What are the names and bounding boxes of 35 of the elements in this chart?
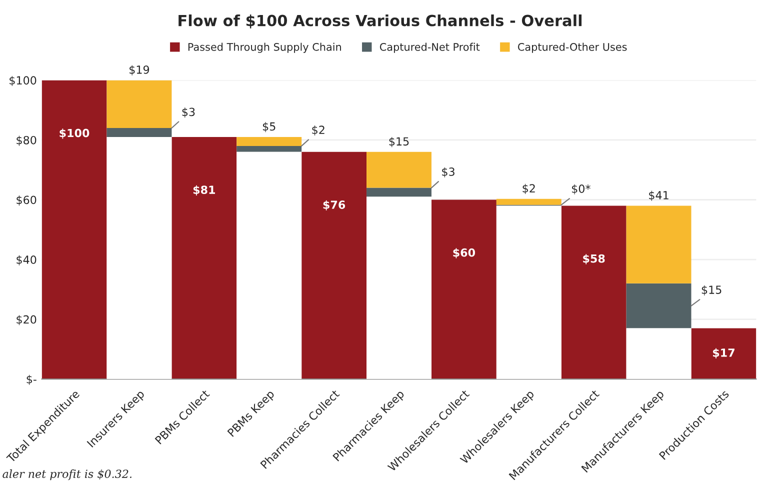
bar <box>626 206 692 284</box>
y-tick-label: $20 <box>16 315 36 326</box>
legend-label: Captured-Net Profit <box>380 42 480 53</box>
data-label: $60 <box>453 248 476 258</box>
data-label: $58 <box>583 254 605 264</box>
data-label: $3 <box>182 108 195 118</box>
data-label: $0* <box>572 184 590 194</box>
y-tick-label: $80 <box>16 136 36 146</box>
bar <box>106 80 172 128</box>
annotation: $5 <box>262 122 276 132</box>
annotation: $2 <box>522 184 535 194</box>
y-tick-label: $- <box>26 374 36 385</box>
data-label: $17 <box>713 348 734 358</box>
data-label: $3 <box>442 167 454 178</box>
y-tick-label: $100 <box>10 76 36 86</box>
data-label: $81 <box>193 185 215 196</box>
bar <box>236 146 302 152</box>
data-label: $100 <box>60 128 90 139</box>
text: aler net profit is $0.32. <box>2 469 132 480</box>
annotation: $15 <box>389 137 409 148</box>
bar <box>496 198 562 205</box>
data-label: $15 <box>702 285 722 296</box>
y-tick-label: $60 <box>16 196 36 206</box>
y-tick-label: $40 <box>16 255 36 266</box>
bar <box>366 152 432 188</box>
data-label: $2 <box>312 125 324 136</box>
annotation: $19 <box>130 65 150 76</box>
bar <box>236 136 302 146</box>
bar <box>106 128 172 137</box>
legend-label: Passed Through Supply Chain <box>188 42 341 53</box>
annotation: $41 <box>649 190 668 201</box>
data-label: $76 <box>323 200 346 210</box>
bar <box>366 188 432 197</box>
legend-label: Captured-Other Uses <box>518 42 627 53</box>
chart-title: Flow of $100 Across Various Channels - Overall <box>178 14 582 28</box>
